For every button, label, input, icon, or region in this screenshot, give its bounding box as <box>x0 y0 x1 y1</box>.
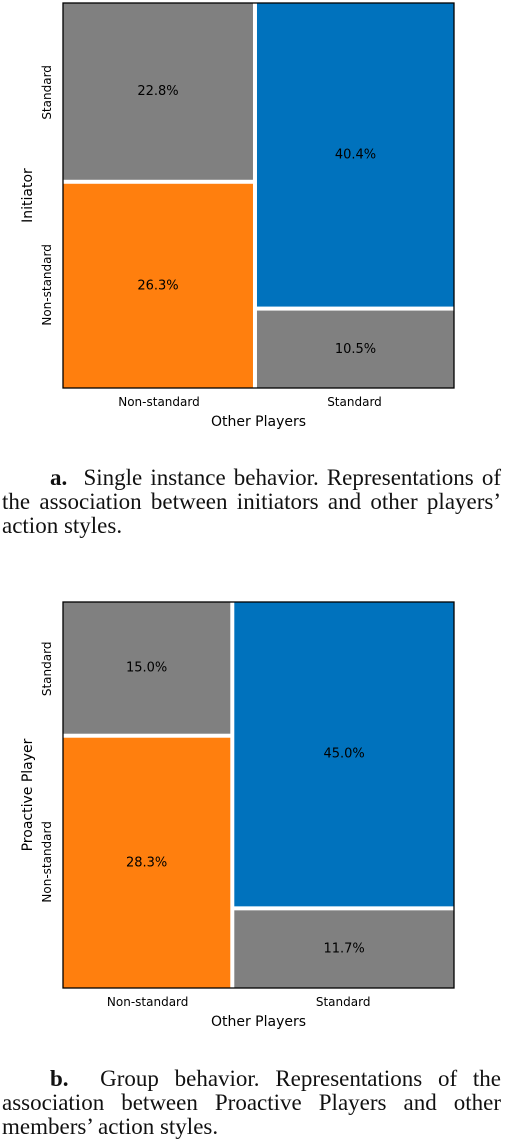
x-tick-label-non-standard: Non-standard <box>107 995 188 1009</box>
mosaic-cell-non-standard-non-standard <box>63 737 231 988</box>
mosaic-cell-non-standard-standard <box>63 602 231 734</box>
cell-label-non-standard-standard: 15.0% <box>126 660 167 675</box>
cell-label-non-standard-non-standard: 26.3% <box>137 278 178 293</box>
mosaic-chart-b: 15.0% 28.3% 45.0% 11.7% Non-standard Standard… <box>20 601 455 1030</box>
caption-a-text: Single instance behavior. Representation… <box>2 465 501 538</box>
y-tick-label-non-standard: Non-standard <box>40 244 54 325</box>
x-tick-label-standard: Standard <box>327 395 382 409</box>
y-tick-label-standard: Standard <box>40 642 54 697</box>
caption-b-text: Group behavior. Representations of the a… <box>2 1066 501 1139</box>
cell-label-non-standard-standard: 22.8% <box>137 84 178 99</box>
plot-frame <box>62 2 455 389</box>
caption-b: b. Group behavior. Representations of th… <box>2 1067 501 1139</box>
cell-label-non-standard-non-standard: 28.3% <box>126 855 167 870</box>
plot-frame <box>62 601 455 989</box>
x-tick-label-standard: Standard <box>316 995 371 1009</box>
cell-label-standard-standard: 40.4% <box>335 147 376 162</box>
mosaic-cell-non-standard-non-standard <box>63 183 253 388</box>
caption-b-letter: b. <box>50 1066 69 1091</box>
caption-a: a. Single instance behavior. Representat… <box>2 466 501 538</box>
mosaic-cell-standard-non-standard <box>234 910 454 988</box>
mosaic-cell-standard-non-standard <box>256 310 454 388</box>
mosaic-cell-standard-standard <box>234 602 454 907</box>
x-axis-label: Other Players <box>211 414 306 430</box>
y-axis-label: Proactive Player <box>20 738 36 851</box>
y-tick-label-non-standard: Non-standard <box>40 821 54 902</box>
x-axis-label: Other Players <box>211 1014 306 1030</box>
caption-a-letter: a. <box>50 465 68 490</box>
cell-label-standard-non-standard: 10.5% <box>335 342 376 357</box>
cell-label-standard-standard: 45.0% <box>323 747 364 762</box>
x-tick-label-non-standard: Non-standard <box>118 395 199 409</box>
mosaic-cell-non-standard-standard <box>63 3 253 180</box>
y-tick-label-standard: Standard <box>40 65 54 120</box>
y-axis-label: Initiator <box>20 168 36 223</box>
mosaic-chart-a: 22.8% 26.3% 40.4% 10.5% Non-standard Standard… <box>20 2 455 430</box>
mosaic-cell-standard-standard <box>256 3 454 307</box>
cell-label-standard-non-standard: 11.7% <box>323 942 364 957</box>
